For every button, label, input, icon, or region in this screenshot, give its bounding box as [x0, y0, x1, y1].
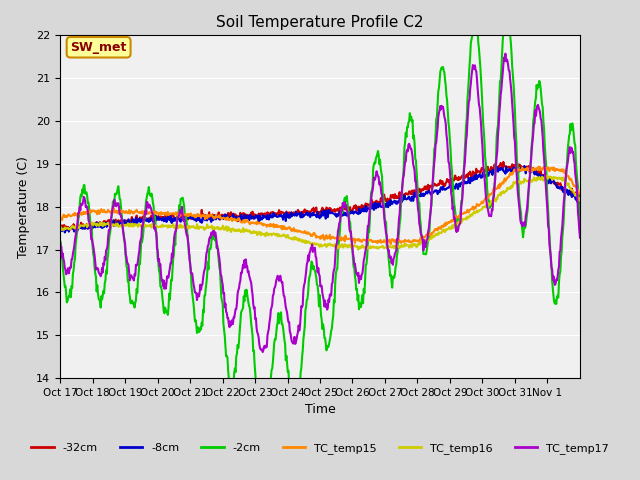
- Line: TC_temp15: TC_temp15: [60, 167, 580, 244]
- -8cm: [61, 229, 68, 235]
- TC_temp17: [117, 214, 125, 219]
- -8cm: [259, 212, 266, 218]
- -32cm: [239, 210, 247, 216]
- TC_temp15: [403, 239, 411, 244]
- -8cm: [118, 219, 125, 225]
- TC_temp16: [239, 228, 246, 234]
- TC_temp15: [374, 240, 381, 246]
- Line: -8cm: -8cm: [60, 166, 580, 232]
- -32cm: [65, 228, 73, 233]
- TC_temp15: [576, 191, 584, 196]
- -2cm: [258, 427, 266, 432]
- Line: -32cm: -32cm: [60, 162, 580, 230]
- TC_temp16: [56, 225, 64, 231]
- TC_temp16: [117, 222, 125, 228]
- -32cm: [259, 211, 266, 216]
- TC_temp15: [239, 219, 246, 225]
- TC_temp15: [212, 215, 220, 220]
- -2cm: [212, 245, 220, 251]
- TC_temp15: [387, 241, 395, 247]
- TC_temp15: [117, 210, 125, 216]
- TC_temp15: [535, 164, 543, 169]
- TC_temp16: [212, 226, 220, 231]
- X-axis label: Time: Time: [305, 403, 335, 417]
- TC_temp17: [258, 347, 266, 352]
- TC_temp16: [258, 231, 266, 237]
- -8cm: [214, 213, 221, 219]
- TC_temp17: [259, 349, 266, 355]
- -2cm: [117, 205, 125, 211]
- -32cm: [56, 225, 64, 230]
- -8cm: [403, 196, 411, 202]
- -8cm: [374, 204, 382, 210]
- -2cm: [576, 227, 584, 232]
- TC_temp16: [374, 246, 382, 252]
- TC_temp17: [374, 173, 382, 179]
- -32cm: [374, 200, 382, 205]
- -2cm: [239, 306, 246, 312]
- Line: TC_temp16: TC_temp16: [60, 176, 580, 250]
- TC_temp16: [543, 173, 551, 179]
- -8cm: [56, 228, 64, 234]
- -2cm: [502, 9, 510, 15]
- -2cm: [374, 148, 382, 154]
- -32cm: [214, 213, 221, 219]
- Y-axis label: Temperature (C): Temperature (C): [17, 156, 31, 258]
- -2cm: [403, 124, 411, 130]
- -32cm: [500, 159, 508, 165]
- TC_temp17: [576, 235, 584, 240]
- TC_temp15: [258, 222, 266, 228]
- -32cm: [576, 192, 584, 198]
- TC_temp17: [502, 51, 509, 57]
- TC_temp16: [355, 247, 362, 252]
- Legend: -32cm, -8cm, -2cm, TC_temp15, TC_temp16, TC_temp17: -32cm, -8cm, -2cm, TC_temp15, TC_temp16,…: [27, 439, 613, 458]
- TC_temp15: [56, 214, 64, 220]
- -8cm: [576, 200, 584, 206]
- TC_temp17: [239, 266, 246, 272]
- -2cm: [261, 432, 269, 438]
- TC_temp16: [403, 242, 411, 248]
- Title: Soil Temperature Profile C2: Soil Temperature Profile C2: [216, 15, 424, 30]
- TC_temp17: [403, 147, 411, 153]
- TC_temp17: [56, 239, 64, 244]
- Line: TC_temp17: TC_temp17: [60, 54, 580, 352]
- TC_temp16: [576, 196, 584, 202]
- -32cm: [403, 191, 411, 197]
- Text: SW_met: SW_met: [70, 41, 127, 54]
- Line: -2cm: -2cm: [60, 12, 580, 435]
- -32cm: [118, 217, 125, 223]
- -8cm: [520, 163, 528, 169]
- -8cm: [239, 215, 247, 220]
- TC_temp17: [212, 240, 220, 245]
- -2cm: [56, 238, 64, 243]
